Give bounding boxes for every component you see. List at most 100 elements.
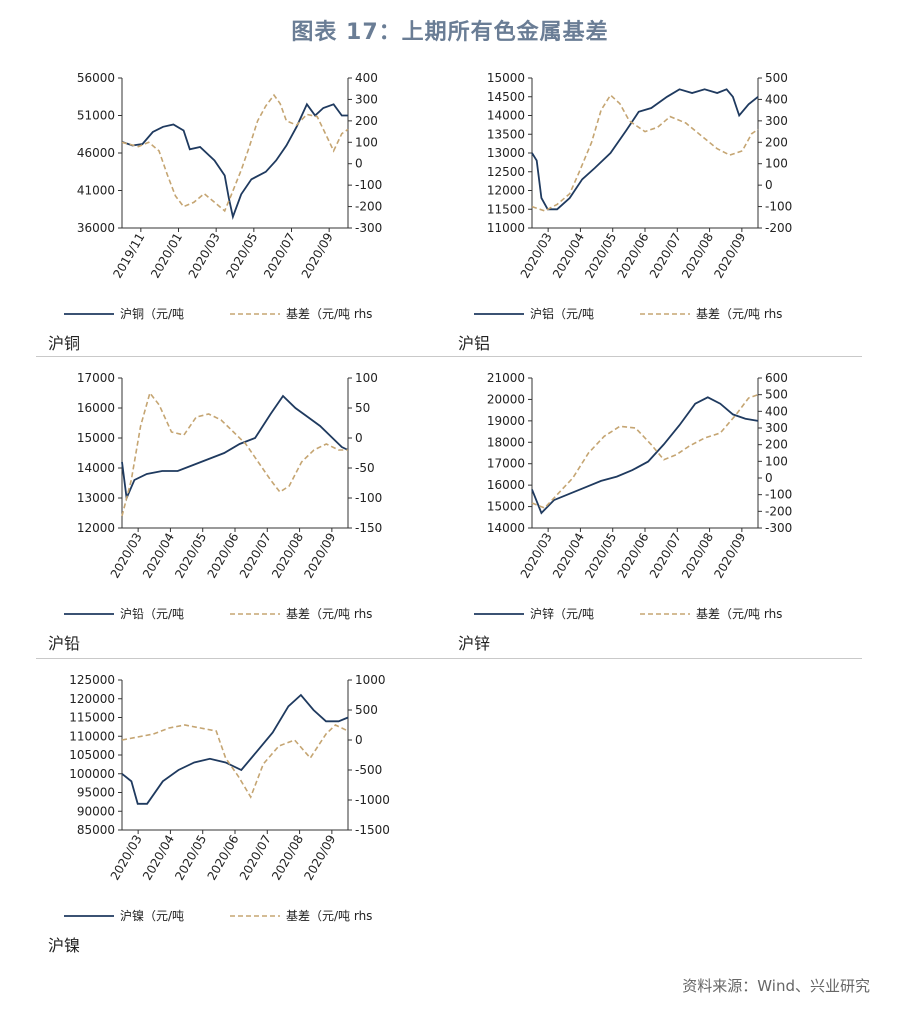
legend-label-price: 沪锌（元/吨 (530, 607, 594, 621)
basis-series-line (531, 93, 759, 212)
legend-label-basis: 基差（元/吨 rhs (696, 607, 782, 621)
y-tick-label-right: -100 (355, 178, 382, 192)
y-tick-label-left: 18000 (487, 435, 525, 449)
price-series-line (121, 693, 349, 805)
chart-caption-aluminum: 沪铝 (458, 334, 491, 353)
chart-svg-lead: 12000 13000 14000 15000 16000 17000 -150 -100 -5… (64, 371, 382, 621)
y-tick-label-left: 125000 (69, 673, 115, 687)
y-tick-label-left: 90000 (77, 804, 115, 818)
y-tick-label-right: 100 (765, 454, 788, 468)
y-tick-label-right: 400 (765, 404, 788, 418)
y-tick-label-right: 100 (355, 135, 378, 149)
y-tick-label-right: -300 (765, 521, 792, 535)
y-tick-label-right: 0 (355, 733, 363, 747)
chart-svg-nickel: 85000 90000 95000 100000 105000 110000 115000 1… (64, 673, 390, 923)
y-tick-label-right: 400 (765, 92, 788, 106)
legend-label-basis: 基差（元/吨 rhs (286, 909, 372, 923)
y-tick-label-left: 11000 (487, 221, 525, 235)
y-tick-label-left: 41000 (77, 184, 115, 198)
y-tick-label-right: 500 (765, 71, 788, 85)
y-tick-label-left: 15000 (487, 500, 525, 514)
y-tick-label-left: 115000 (69, 711, 115, 725)
chart-panel-zinc: 14000 15000 16000 17000 18000 19000 20000 21000… (454, 366, 834, 656)
y-tick-label-right: -100 (355, 491, 382, 505)
x-tick-label: 2020/09 (299, 231, 336, 281)
y-tick-label-left: 13500 (487, 127, 525, 141)
chart-svg-aluminum: 11000 11500 12000 12500 13000 13500 14000 14500… (474, 71, 792, 321)
y-tick-label-left: 15000 (77, 431, 115, 445)
y-tick-label-left: 11500 (487, 202, 525, 216)
y-tick-label-right: 600 (765, 371, 788, 385)
row-separator-1 (36, 356, 862, 357)
chart-caption-zinc: 沪锌 (458, 634, 491, 653)
y-tick-label-left: 13000 (77, 491, 115, 505)
legend-label-price: 沪铝（元/吨 (530, 306, 594, 321)
y-tick-label-left: 120000 (69, 692, 115, 706)
basis-series-line (121, 391, 348, 517)
y-tick-label-right: 100 (355, 371, 378, 385)
y-tick-label-right: 500 (355, 703, 378, 717)
y-tick-label-right: 0 (355, 431, 363, 445)
figure-title: 图表 17：上期所有色金属基差 (291, 20, 609, 45)
y-tick-label-left: 17000 (77, 371, 115, 385)
price-series-line (121, 102, 348, 221)
y-tick-label-right: -1000 (355, 793, 390, 807)
y-tick-label-right: 1000 (355, 673, 386, 687)
y-tick-label-left: 16000 (77, 401, 115, 415)
y-tick-label-right: 200 (355, 114, 378, 128)
basis-series-line (121, 724, 349, 799)
y-tick-label-left: 110000 (69, 729, 115, 743)
x-tick-label: 2020/09 (711, 531, 748, 581)
y-tick-label-left: 46000 (77, 146, 115, 160)
y-tick-label-right: 0 (765, 178, 773, 192)
y-tick-label-right: 300 (355, 92, 378, 106)
y-tick-label-left: 100000 (69, 767, 115, 781)
x-tick-label: 2020/07 (261, 231, 298, 281)
chart-svg-copper: 36000 41000 46000 51000 56000 -300 -200 -100 0 10… (64, 71, 382, 321)
chart-panel-copper: 36000 41000 46000 51000 56000 -300 -200 -100 0 10… (44, 66, 424, 356)
price-series-line (121, 394, 349, 502)
legend-label-price: 沪镍（元/吨 (120, 909, 184, 923)
x-tick-label: 2020/03 (186, 231, 223, 281)
y-tick-label-right: -100 (765, 488, 792, 502)
legend-label-price: 沪铅（元/吨 (120, 607, 184, 621)
x-tick-label: 2019/11 (110, 231, 147, 281)
y-tick-label-right: 400 (355, 71, 378, 85)
y-tick-label-right: -200 (765, 221, 792, 235)
legend-label-basis: 基差（元/吨 rhs (696, 307, 782, 321)
y-tick-label-right: -50 (355, 461, 375, 475)
x-tick-label: 2020/05 (223, 230, 260, 280)
row-separator-2 (36, 658, 862, 659)
y-tick-label-right: 100 (765, 157, 788, 171)
y-tick-label-left: 14000 (487, 109, 525, 123)
y-tick-label-left: 95000 (77, 786, 115, 800)
y-tick-label-right: -1500 (355, 823, 390, 837)
basis-series-line (531, 393, 759, 509)
y-tick-label-right: -500 (355, 763, 382, 777)
y-tick-label-left: 20000 (487, 392, 525, 406)
legend-label-price: 沪铜（元/吨 (120, 306, 184, 321)
chart-caption-nickel: 沪镍 (48, 936, 81, 955)
y-tick-label-left: 105000 (69, 748, 115, 762)
x-tick-label: 2020/09 (301, 531, 338, 581)
y-tick-label-left: 51000 (77, 109, 115, 123)
y-tick-label-left: 14000 (487, 521, 525, 535)
y-tick-label-left: 56000 (77, 71, 115, 85)
y-tick-label-right: -150 (355, 521, 382, 535)
y-tick-label-right: -300 (355, 221, 382, 235)
x-tick-label: 2020/09 (711, 231, 748, 281)
y-tick-label-left: 15000 (487, 71, 525, 85)
y-tick-label-left: 13000 (487, 146, 525, 160)
y-tick-label-right: 0 (765, 471, 773, 485)
y-tick-label-right: 0 (355, 157, 363, 171)
y-tick-label-left: 85000 (77, 823, 115, 837)
y-tick-label-right: 200 (765, 438, 788, 452)
y-tick-label-left: 14000 (77, 461, 115, 475)
y-tick-label-left: 12000 (77, 521, 115, 535)
y-tick-label-right: 300 (765, 114, 788, 128)
basis-series-line (121, 93, 349, 213)
x-tick-label: 2020/09 (301, 833, 338, 883)
y-tick-label-left: 16000 (487, 478, 525, 492)
chart-caption-copper: 沪铜 (48, 334, 81, 353)
y-tick-label-right: -200 (765, 504, 792, 518)
